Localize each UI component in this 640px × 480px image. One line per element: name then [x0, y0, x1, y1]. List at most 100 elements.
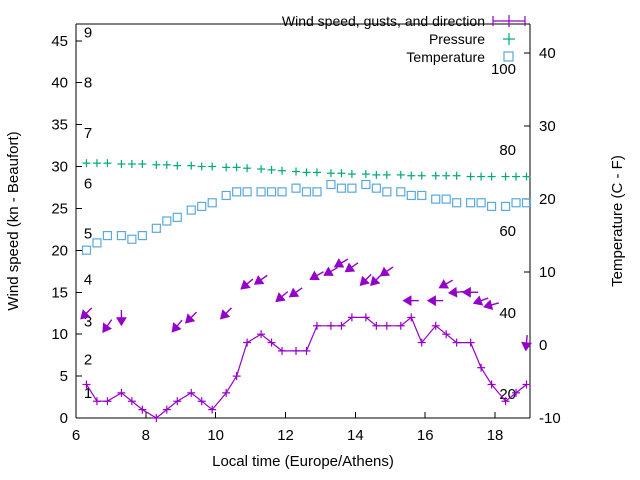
wind-direction-arrow — [379, 266, 394, 277]
wind-tick-label: 0 — [60, 410, 68, 427]
temperature-point — [326, 179, 336, 190]
pressure-point — [138, 159, 147, 168]
pressure-point — [382, 170, 391, 179]
beaufort-label: 6 — [84, 175, 92, 192]
wind-speed-point — [257, 330, 266, 339]
wind-speed-point — [466, 338, 475, 347]
temperature-point — [406, 190, 416, 201]
beaufort-label: 8 — [84, 75, 92, 92]
temperature-point — [266, 187, 277, 197]
legend-marker-wind — [492, 15, 526, 27]
legend-label-pressure: Pressure — [429, 31, 485, 47]
temperature-point — [396, 187, 406, 197]
y2-axis-title: Temperature (C - F) — [609, 155, 626, 287]
pressure-point — [407, 171, 416, 180]
pressure-point — [197, 162, 206, 171]
pressure-point — [127, 159, 136, 168]
wind-speed-point — [347, 313, 356, 322]
wind-speed-point — [197, 397, 206, 406]
temperature-point — [221, 190, 231, 201]
temperature-point — [431, 194, 441, 204]
temperature-point — [441, 194, 451, 204]
legend-label-wind: Wind speed, gusts, and direction — [282, 13, 485, 29]
wind-speed-point — [442, 330, 451, 339]
wind-speed-point — [417, 338, 426, 347]
temperature-point — [452, 198, 462, 208]
wind-direction-arrow — [461, 286, 479, 298]
temperature-point — [511, 198, 521, 208]
pressure-point — [117, 159, 126, 168]
pressure-point — [243, 164, 252, 173]
pressure-point — [396, 170, 405, 179]
time-tick-label: 8 — [142, 427, 150, 444]
pressure-point — [187, 161, 196, 170]
pressure-point — [92, 159, 101, 168]
pressure-point — [173, 161, 182, 170]
wind-direction-arrow — [472, 295, 489, 306]
wind-direction-arrow — [521, 335, 532, 352]
wind-direction-arrow — [80, 307, 93, 320]
wind-speed-point — [232, 372, 241, 381]
pressure-point — [417, 171, 426, 180]
wind-speed-point — [173, 397, 182, 406]
time-tick-label: 14 — [347, 427, 364, 444]
temperature-point — [232, 187, 242, 197]
wind-axis-ticks: 0 5 10 15 20 25 30 35 40 45 — [51, 33, 82, 427]
wind-speed-series — [82, 313, 531, 422]
wind-speed-point — [187, 388, 196, 397]
wind-direction-arrow — [171, 319, 183, 333]
pressure-point — [487, 172, 496, 181]
wind-speed-point — [396, 321, 405, 330]
wind-speed-point — [103, 397, 112, 406]
wind-speed-point — [382, 321, 391, 330]
wind-speed-point — [152, 414, 161, 422]
wind-tick-label: 30 — [51, 159, 68, 176]
temperature-point — [500, 201, 511, 212]
temperature-point — [207, 198, 217, 208]
pressure-point — [103, 159, 112, 168]
pressure-point — [372, 170, 381, 179]
wind-speed-point — [243, 338, 252, 347]
wind-speed-line — [85, 316, 527, 419]
temperature-point — [242, 187, 252, 197]
wind-direction-arrow — [309, 270, 324, 281]
x-axis-title: Local time (Europe/Athens) — [212, 453, 394, 470]
temperature-tick-label: 10 — [539, 264, 556, 281]
temperature-point — [186, 205, 196, 215]
wind-speed-point — [302, 346, 311, 355]
wind-direction-arrow — [402, 295, 419, 307]
wind-speed-point — [117, 388, 126, 397]
time-tick-label: 18 — [487, 427, 504, 444]
time-tick-label: 16 — [417, 427, 434, 444]
temperature-point — [116, 230, 127, 241]
wind-speed-point — [138, 405, 147, 414]
time-tick-label: 12 — [277, 427, 294, 444]
wind-speed-point — [312, 321, 321, 330]
temperature-point — [486, 201, 497, 212]
wind-speed-point — [522, 380, 531, 389]
time-axis-ticks: 6 8 10 12 14 16 18 — [72, 412, 504, 444]
legend: Wind speed, gusts, and direction Pressur… — [282, 13, 526, 65]
temperature-point — [476, 198, 486, 208]
pressure-point — [312, 168, 321, 177]
wind-direction-arrow — [253, 274, 268, 285]
temperature-point — [197, 201, 207, 212]
temperature-point — [291, 183, 301, 193]
temperature-tick-label: -10 — [539, 410, 561, 427]
temperature-point — [92, 238, 102, 248]
temperature-point — [361, 179, 371, 190]
time-tick-label: 6 — [72, 427, 80, 444]
pressure-point — [501, 172, 510, 181]
wind-speed-point — [162, 405, 171, 414]
wind-direction-arrow — [240, 278, 254, 290]
temperature-point — [466, 198, 476, 208]
temperature-axis-ticks: -10 0 10 20 30 40 — [524, 45, 561, 427]
beaufort-scale-labels: 1 2 3 4 5 6 7 8 9 — [84, 24, 92, 401]
wind-speed-point — [452, 338, 461, 347]
temperature-point — [301, 187, 312, 197]
wind-tick-label: 25 — [51, 200, 68, 217]
wind-direction-arrow — [102, 319, 113, 334]
pressure-point — [337, 169, 346, 178]
pressure-point — [477, 172, 486, 181]
